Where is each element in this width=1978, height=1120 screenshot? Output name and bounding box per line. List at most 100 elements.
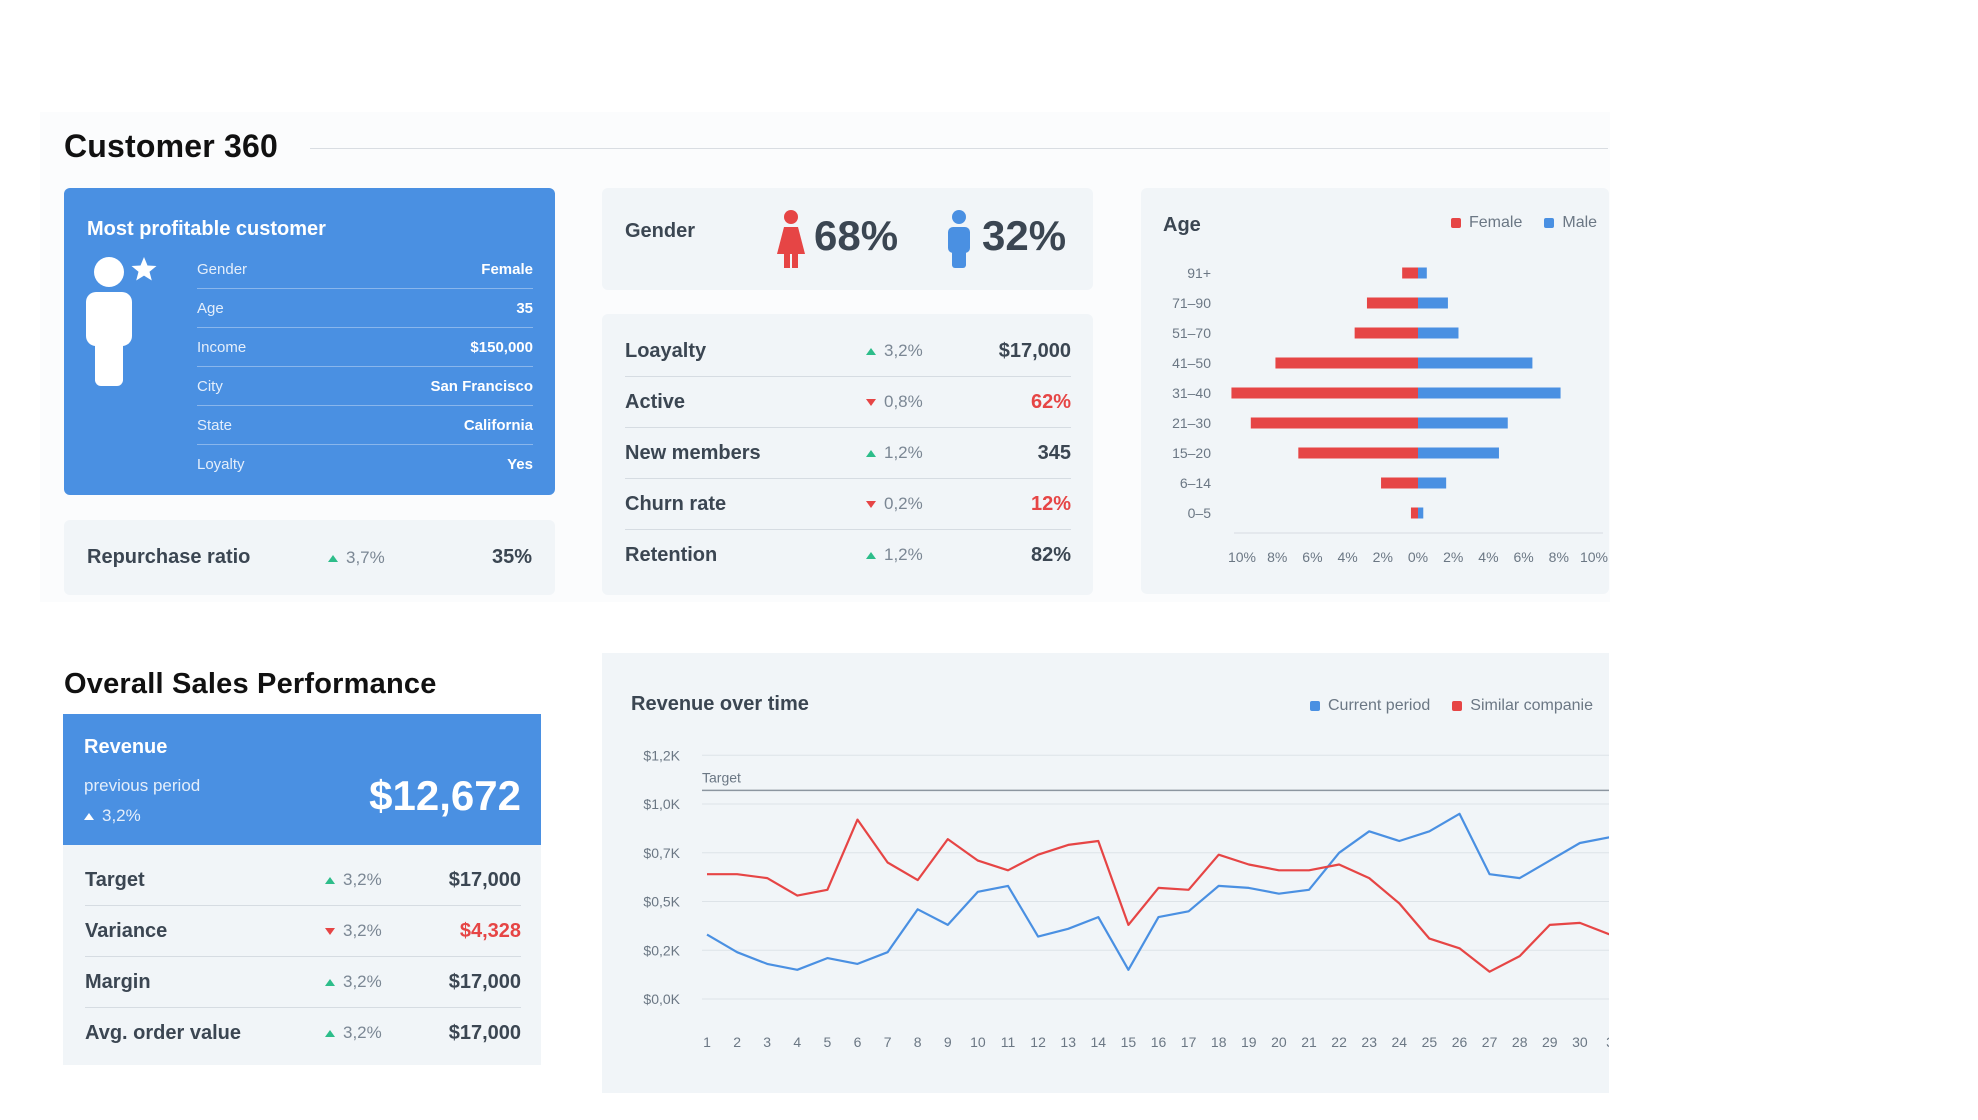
down-arrow-icon <box>866 398 876 406</box>
sales-row-avg-order-value: Avg. order value 3,2% $17,000 <box>85 1008 521 1058</box>
revenue-x-tick-label: 25 <box>1422 1034 1438 1050</box>
legend-label: Male <box>1562 214 1598 231</box>
revenue-over-time-card: Revenue over time Current period Similar… <box>602 653 1609 1093</box>
revenue-chart-legend: Current period Similar companie <box>1310 697 1593 715</box>
age-x-tick-label: 6% <box>1513 549 1533 565</box>
age-category-label: 31–40 <box>1172 385 1211 401</box>
gender-card: Gender 68% 32% <box>602 188 1093 290</box>
metric-value: 82% <box>1030 543 1071 566</box>
age-category-label: 0–5 <box>1188 505 1212 521</box>
metric-value: 345 <box>1037 441 1071 464</box>
revenue-x-tick-label: 26 <box>1452 1034 1468 1050</box>
male-age-bar <box>1418 417 1508 429</box>
metric-label: Active <box>625 390 686 413</box>
legend-item-current-period: Current period <box>1310 697 1430 715</box>
sales-metrics-card: Target 3,2% $17,000 Variance 3,2% $4,328… <box>63 845 541 1065</box>
customer-metrics-card: Loayalty 3,2% $17,000 Active 0,8% 62% Ne… <box>602 314 1093 595</box>
delta-text: 3,2% <box>343 921 382 940</box>
title-divider <box>310 148 1608 149</box>
attr-label: City <box>197 377 223 395</box>
legend-swatch <box>1310 701 1320 711</box>
female-age-bar <box>1275 357 1418 369</box>
age-x-tick-label: 2% <box>1443 549 1463 565</box>
sales-label: Avg. order value <box>85 1021 241 1044</box>
metric-row-loyalty: Loayalty 3,2% $17,000 <box>625 326 1071 377</box>
metric-delta: 0,2% <box>866 494 923 514</box>
up-arrow-icon <box>866 449 876 457</box>
up-arrow-icon <box>325 876 335 884</box>
legend-label: Female <box>1469 214 1523 231</box>
female-age-bar <box>1250 417 1418 429</box>
male-age-bar <box>1418 387 1561 399</box>
revenue-y-tick-label: $1,0K <box>643 796 680 812</box>
sales-label: Target <box>85 868 145 891</box>
legend-label: Similar companie <box>1470 697 1593 714</box>
age-chart-title: Age <box>1163 214 1201 236</box>
attr-value: San Francisco <box>430 377 533 395</box>
sales-value: $17,000 <box>448 1021 521 1044</box>
sales-delta: 3,2% <box>325 1023 382 1043</box>
metric-delta: 3,2% <box>866 341 923 361</box>
repurchase-ratio-card: Repurchase ratio 3,7% 35% <box>64 520 555 595</box>
age-chart-legend: Female Male <box>1451 214 1597 232</box>
revenue-value: $12,672 <box>369 772 521 819</box>
up-arrow-icon <box>325 1029 335 1037</box>
revenue-x-tick-label: 13 <box>1060 1034 1076 1050</box>
sales-delta: 3,2% <box>325 972 382 992</box>
attr-value: 35 <box>516 299 533 317</box>
age-category-label: 21–30 <box>1172 415 1211 431</box>
attr-label: State <box>197 416 233 434</box>
attr-label: Income <box>197 338 247 356</box>
revenue-y-tick-label: $0,0K <box>643 991 680 1007</box>
legend-swatch <box>1544 218 1555 228</box>
metric-row-churn-rate: Churn rate 0,2% 12% <box>625 479 1071 530</box>
age-x-tick-label: 4% <box>1478 549 1498 565</box>
male-age-bar <box>1418 267 1427 279</box>
revenue-x-tick-label: 7 <box>884 1034 892 1050</box>
age-x-tick-label: 2% <box>1373 549 1393 565</box>
attr-label: Gender <box>197 260 248 278</box>
delta-text: 3,2% <box>343 1023 382 1042</box>
customer360-title: Customer 360 <box>64 128 279 164</box>
revenue-card: Revenue previous period 3,2% $12,672 <box>63 714 541 845</box>
male-age-bar <box>1418 357 1533 369</box>
current-period-line <box>706 812 1609 971</box>
revenue-y-tick-label: $0,2K <box>643 942 680 958</box>
age-x-tick-label: 8% <box>1267 549 1287 565</box>
sales-section-title: Overall Sales Performance <box>64 668 437 700</box>
age-x-tick-label: 10% <box>1228 549 1256 565</box>
sales-value: $17,000 <box>448 970 521 993</box>
female-icon <box>777 210 805 268</box>
sales-metrics-list: Target 3,2% $17,000 Variance 3,2% $4,328… <box>85 855 521 1058</box>
revenue-x-tick-label: 3 <box>763 1034 771 1050</box>
attr-value: $150,000 <box>470 338 533 356</box>
age-category-label: 41–50 <box>1172 355 1211 371</box>
up-arrow-icon <box>328 554 338 562</box>
gender-label: Gender <box>625 220 696 242</box>
sales-row-margin: Margin 3,2% $17,000 <box>85 957 521 1008</box>
delta-text: 3,7% <box>346 548 385 567</box>
legend-label: Current period <box>1328 697 1431 714</box>
legend-item-male: Male <box>1544 214 1597 232</box>
revenue-x-tick-label: 24 <box>1392 1034 1408 1050</box>
revenue-x-tick-label: 17 <box>1181 1034 1197 1050</box>
target-label: Target <box>702 769 741 785</box>
metrics-list: Loayalty 3,2% $17,000 Active 0,8% 62% Ne… <box>625 326 1071 580</box>
age-x-tick-label: 4% <box>1337 549 1357 565</box>
revenue-x-tick-label: 3 <box>1606 1034 1609 1050</box>
similar-companies-line <box>707 818 1609 973</box>
customer-star-icon <box>86 257 157 386</box>
metric-row-active: Active 0,8% 62% <box>625 377 1071 428</box>
metric-label: Churn rate <box>625 492 727 515</box>
metric-value: 12% <box>1030 492 1071 515</box>
revenue-x-tick-label: 29 <box>1542 1034 1558 1050</box>
revenue-x-tick-label: 21 <box>1301 1034 1317 1050</box>
attr-row-state: State California <box>197 406 533 445</box>
legend-item-similar-companies: Similar companie <box>1452 697 1593 715</box>
male-age-bar <box>1418 477 1447 489</box>
age-category-label: 71–90 <box>1172 295 1211 311</box>
attr-row-income: Income $150,000 <box>197 328 533 367</box>
delta-text: 1,2% <box>884 443 923 462</box>
female-age-bar <box>1354 327 1418 339</box>
